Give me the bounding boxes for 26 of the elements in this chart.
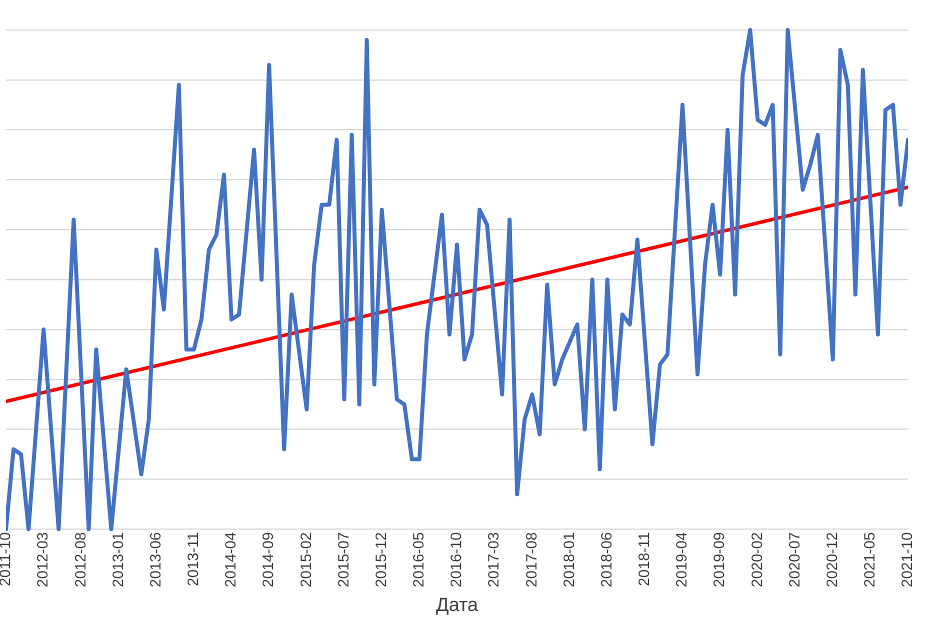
- x-tick-label: 2018-06: [598, 532, 616, 588]
- x-tick-label: 2014-04: [222, 532, 240, 588]
- x-tick-label: 2020-12: [824, 532, 841, 588]
- x-axis-title: Дата: [436, 594, 478, 616]
- x-tick-label: 2011-10: [0, 532, 14, 586]
- x-tick-label: 2012-03: [34, 532, 52, 588]
- x-tick-label: 2021-10: [899, 532, 916, 588]
- x-tick-label: 2017-08: [523, 532, 540, 588]
- x-tick-label: 2015-12: [372, 532, 390, 588]
- x-tick-label: 2012-08: [72, 532, 90, 588]
- x-tick-label: 2015-07: [335, 532, 352, 588]
- x-tick-label: 2018-01: [560, 532, 578, 588]
- x-tick-label: 2016-10: [448, 532, 466, 588]
- x-tick-label: 2016-05: [410, 532, 428, 588]
- x-tick-label: 2020-07: [786, 532, 804, 588]
- x-tick-label: 2014-09: [260, 532, 278, 588]
- x-tick-label: 2017-03: [486, 532, 503, 588]
- x-tick-label: 2020-02: [748, 532, 766, 588]
- x-tick-label: 2015-02: [298, 532, 315, 588]
- x-tick-label: 2019-09: [711, 532, 728, 588]
- x-tick-label: 2019-04: [674, 532, 691, 588]
- x-tick-label: 2013-06: [147, 532, 164, 588]
- x-tick-label: 2018-11: [636, 532, 654, 586]
- x-tick-label: 2013-01: [110, 532, 127, 588]
- x-tick-label: 2021-05: [862, 532, 879, 588]
- x-tick-label: 2013-11: [185, 532, 202, 586]
